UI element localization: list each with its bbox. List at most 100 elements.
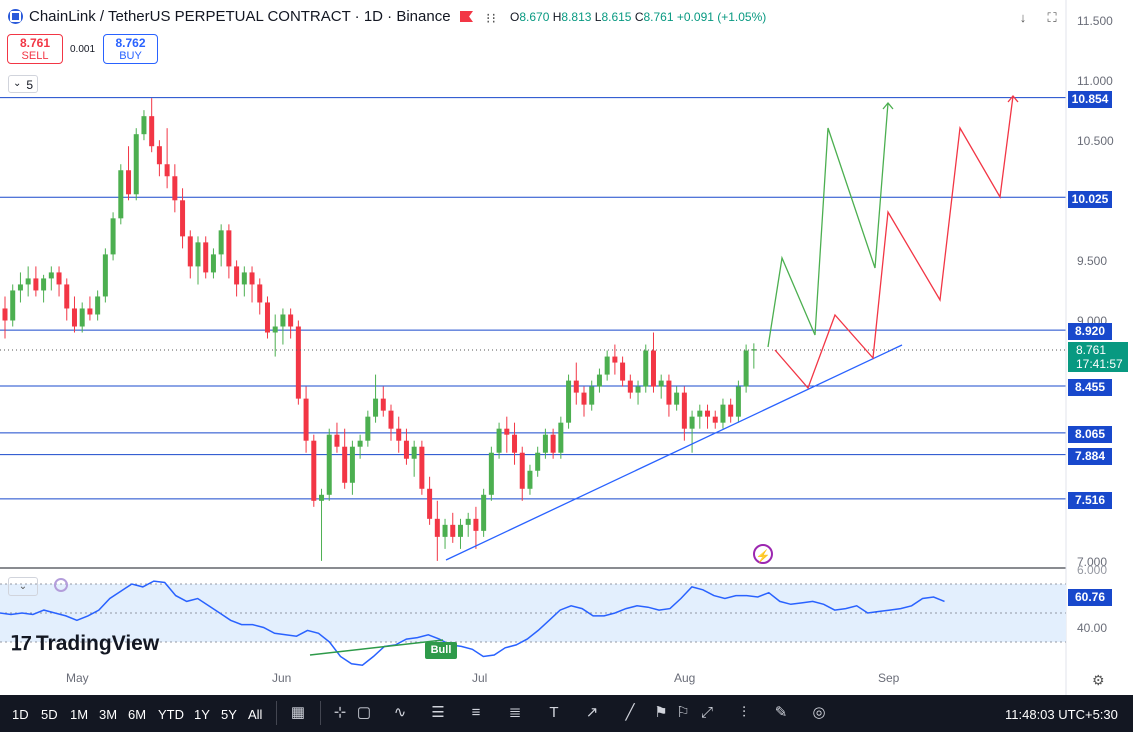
candle bbox=[79, 302, 85, 333]
candle bbox=[542, 428, 548, 459]
candle bbox=[326, 428, 332, 501]
collapse-pane-button[interactable]: ⌄ bbox=[8, 577, 38, 596]
candle bbox=[319, 488, 325, 561]
candle bbox=[658, 374, 664, 399]
candle bbox=[126, 146, 132, 201]
candlesticks bbox=[2, 98, 757, 561]
level-label[interactable]: 7.884 bbox=[1068, 448, 1112, 465]
candle bbox=[720, 398, 726, 429]
path-icon[interactable]: ⤢ bbox=[700, 704, 713, 721]
timeframe-3m[interactable]: 3M bbox=[99, 707, 118, 722]
candle bbox=[71, 296, 77, 333]
time-axis-label: Aug bbox=[674, 671, 696, 685]
candle bbox=[473, 506, 479, 549]
chart-header: ChainLink / TetherUS PERPETUAL CONTRACT … bbox=[0, 0, 1066, 34]
level-label[interactable]: 8.065 bbox=[1068, 426, 1112, 443]
candle bbox=[303, 386, 309, 453]
timeframe-all[interactable]: All bbox=[248, 707, 263, 722]
candle bbox=[234, 260, 240, 297]
trendline[interactable] bbox=[445, 344, 903, 561]
candle bbox=[427, 476, 433, 525]
timeframe-6m[interactable]: 6M bbox=[128, 707, 147, 722]
level-label[interactable]: 10.854 bbox=[1068, 91, 1112, 108]
candle bbox=[512, 422, 518, 465]
fullscreen-icon[interactable]: ⛶ bbox=[1047, 10, 1057, 25]
price-axis-tick: 7.000 bbox=[1077, 555, 1108, 569]
level-label[interactable]: 7.516 bbox=[1068, 492, 1112, 509]
rsi-value-label: 60.76 bbox=[1068, 589, 1112, 606]
measure-icon[interactable]: ◎ bbox=[812, 704, 826, 721]
timeframe-1y[interactable]: 1Y bbox=[194, 707, 210, 722]
price-chart[interactable] bbox=[0, 0, 1133, 695]
candle bbox=[589, 380, 595, 411]
arrow-icon[interactable]: ↗ bbox=[585, 704, 599, 721]
timeframe-1d[interactable]: 1D bbox=[12, 707, 29, 722]
candle bbox=[226, 224, 232, 279]
candle bbox=[411, 440, 417, 477]
candle bbox=[288, 308, 294, 339]
symbol-title[interactable]: ChainLink / TetherUS PERPETUAL CONTRACT … bbox=[8, 8, 451, 25]
indicator-loading-icon bbox=[54, 578, 68, 592]
long-position-icon[interactable]: ⚑ bbox=[654, 704, 668, 721]
candle bbox=[149, 98, 155, 153]
level-label[interactable]: 8.920 bbox=[1068, 323, 1112, 340]
candle bbox=[380, 386, 386, 417]
settings-gear-icon[interactable]: ⚙ bbox=[1092, 672, 1105, 688]
fib-extension-icon[interactable]: ≡ bbox=[471, 704, 481, 721]
rsi-band bbox=[0, 584, 1066, 642]
parallel-channel-icon[interactable]: ≣ bbox=[508, 704, 522, 721]
forecast-green[interactable] bbox=[767, 102, 889, 348]
brush-icon[interactable]: ✎ bbox=[774, 704, 788, 721]
level-label[interactable]: 10.025 bbox=[1068, 191, 1112, 208]
download-icon[interactable]: ↓ bbox=[1019, 10, 1027, 25]
interval-selector[interactable]: ⌄ 5 bbox=[8, 75, 38, 93]
candle bbox=[133, 128, 139, 201]
candle bbox=[573, 362, 579, 405]
candle bbox=[365, 410, 371, 447]
candle bbox=[681, 386, 687, 441]
candle bbox=[519, 446, 525, 501]
polyline-icon[interactable]: ∿ bbox=[393, 704, 407, 721]
candle bbox=[450, 512, 456, 543]
candle bbox=[41, 274, 47, 303]
volume-profile-icon[interactable]: ⫶ bbox=[742, 704, 746, 721]
flag-icon[interactable] bbox=[460, 11, 473, 22]
cursor-icon[interactable]: ⊹ bbox=[333, 704, 347, 721]
candle bbox=[187, 230, 193, 279]
more-icon[interactable]: ⁝⁝ bbox=[486, 10, 497, 26]
timeframe-5y[interactable]: 5Y bbox=[221, 707, 237, 722]
candle bbox=[118, 164, 124, 225]
price-axis-tick: 6.000 bbox=[1077, 563, 1108, 577]
fib-retracement-icon[interactable]: ☰ bbox=[431, 704, 445, 721]
trend-line-icon[interactable]: ╱ bbox=[625, 704, 635, 721]
forecast-red-arrow bbox=[1007, 94, 1019, 103]
candle bbox=[728, 398, 734, 423]
bottom-toolbar bbox=[0, 695, 1133, 732]
timeframe-1m[interactable]: 1M bbox=[70, 707, 89, 722]
forecast-red[interactable] bbox=[774, 95, 1014, 390]
clock-display[interactable]: 11:48:03 UTC+5:30 bbox=[1005, 707, 1118, 722]
text-icon[interactable]: T bbox=[549, 704, 559, 721]
lightning-icon[interactable]: ⚡ bbox=[753, 544, 773, 564]
timeframe-ytd[interactable]: YTD bbox=[158, 707, 184, 722]
candle bbox=[357, 434, 363, 459]
candle bbox=[604, 350, 610, 381]
forecast-green-arrow bbox=[882, 101, 894, 110]
date-range-icon[interactable]: ▦ bbox=[290, 704, 306, 721]
level-label[interactable]: 8.455 bbox=[1068, 379, 1112, 396]
rectangle-icon[interactable]: ▢ bbox=[356, 704, 372, 721]
buy-button[interactable]: 8.762 BUY bbox=[103, 34, 158, 64]
price-axis-tick: 11.500 bbox=[1077, 14, 1113, 28]
flag-marker-icon[interactable]: ⚐ bbox=[676, 704, 690, 721]
time-axis-label: Sep bbox=[878, 671, 900, 685]
toolbar-divider bbox=[276, 701, 277, 725]
rsi-line bbox=[0, 580, 945, 666]
sell-button[interactable]: 8.761 SELL bbox=[7, 34, 63, 64]
candle bbox=[17, 272, 23, 303]
candle bbox=[566, 374, 572, 429]
candle bbox=[280, 308, 286, 345]
candle bbox=[64, 278, 70, 321]
candle bbox=[705, 404, 711, 429]
timeframe-5d[interactable]: 5D bbox=[41, 707, 58, 722]
candle bbox=[95, 290, 101, 321]
